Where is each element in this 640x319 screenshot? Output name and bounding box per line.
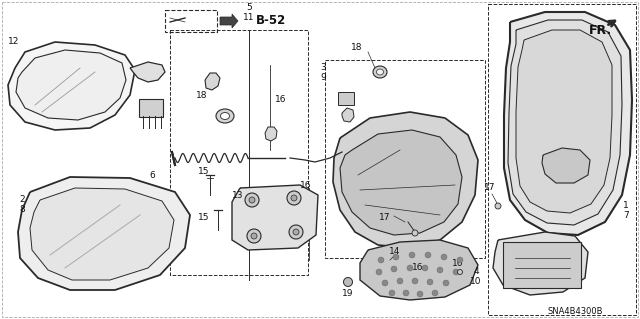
Ellipse shape bbox=[221, 113, 230, 120]
PathPatch shape bbox=[232, 185, 318, 250]
Text: 9: 9 bbox=[320, 73, 326, 83]
Text: 16: 16 bbox=[452, 258, 464, 268]
Circle shape bbox=[427, 279, 433, 285]
FancyBboxPatch shape bbox=[503, 242, 581, 288]
Text: 3: 3 bbox=[320, 63, 326, 72]
Circle shape bbox=[287, 191, 301, 205]
PathPatch shape bbox=[30, 188, 174, 280]
PathPatch shape bbox=[340, 130, 462, 235]
Text: 16: 16 bbox=[300, 181, 312, 189]
Circle shape bbox=[403, 290, 409, 296]
Circle shape bbox=[412, 278, 418, 284]
Text: 15: 15 bbox=[198, 167, 210, 176]
Circle shape bbox=[397, 278, 403, 284]
PathPatch shape bbox=[342, 108, 354, 122]
Circle shape bbox=[382, 280, 388, 286]
Ellipse shape bbox=[216, 109, 234, 123]
Circle shape bbox=[291, 195, 297, 201]
Circle shape bbox=[437, 267, 443, 273]
PathPatch shape bbox=[493, 232, 588, 295]
Text: 18: 18 bbox=[196, 91, 208, 100]
Circle shape bbox=[247, 229, 261, 243]
Circle shape bbox=[425, 252, 431, 258]
Circle shape bbox=[249, 197, 255, 203]
Text: 1: 1 bbox=[623, 201, 629, 210]
Text: 7: 7 bbox=[623, 211, 629, 219]
Circle shape bbox=[289, 225, 303, 239]
PathPatch shape bbox=[542, 148, 590, 183]
Text: 10: 10 bbox=[470, 278, 482, 286]
Circle shape bbox=[443, 280, 449, 286]
Text: 13: 13 bbox=[232, 190, 244, 199]
Ellipse shape bbox=[376, 69, 383, 75]
PathPatch shape bbox=[16, 50, 126, 120]
Circle shape bbox=[389, 290, 395, 296]
PathPatch shape bbox=[504, 12, 632, 235]
Circle shape bbox=[441, 254, 447, 260]
FancyBboxPatch shape bbox=[139, 99, 163, 117]
Circle shape bbox=[422, 265, 428, 271]
Text: FR.: FR. bbox=[588, 24, 612, 36]
PathPatch shape bbox=[8, 42, 135, 130]
PathPatch shape bbox=[205, 73, 220, 90]
Ellipse shape bbox=[495, 203, 501, 209]
Circle shape bbox=[432, 290, 438, 296]
Ellipse shape bbox=[412, 230, 418, 236]
Ellipse shape bbox=[344, 278, 353, 286]
Circle shape bbox=[391, 266, 397, 272]
Ellipse shape bbox=[373, 66, 387, 78]
Circle shape bbox=[457, 257, 463, 263]
Text: 12: 12 bbox=[8, 38, 20, 47]
Circle shape bbox=[378, 257, 384, 263]
Text: 6: 6 bbox=[149, 170, 155, 180]
PathPatch shape bbox=[130, 62, 165, 82]
Text: 2: 2 bbox=[19, 196, 25, 204]
Text: 8: 8 bbox=[19, 205, 25, 214]
Circle shape bbox=[245, 193, 259, 207]
Text: B-52: B-52 bbox=[256, 14, 286, 27]
Text: 14: 14 bbox=[389, 248, 401, 256]
Circle shape bbox=[453, 269, 459, 275]
Text: 16: 16 bbox=[412, 263, 424, 272]
Circle shape bbox=[293, 229, 299, 235]
Text: 17: 17 bbox=[380, 213, 391, 222]
PathPatch shape bbox=[360, 240, 478, 300]
Text: 4: 4 bbox=[473, 268, 479, 277]
Ellipse shape bbox=[458, 270, 463, 275]
Circle shape bbox=[376, 269, 382, 275]
Circle shape bbox=[251, 233, 257, 239]
Text: 17: 17 bbox=[484, 183, 496, 192]
Text: 16: 16 bbox=[275, 95, 287, 105]
PathPatch shape bbox=[508, 20, 622, 225]
PathPatch shape bbox=[220, 14, 238, 28]
Text: 11: 11 bbox=[243, 12, 255, 21]
Circle shape bbox=[393, 254, 399, 260]
Text: SNA4B4300B: SNA4B4300B bbox=[547, 307, 603, 315]
Circle shape bbox=[407, 265, 413, 271]
PathPatch shape bbox=[333, 112, 478, 248]
Text: 18: 18 bbox=[351, 42, 363, 51]
Text: 5: 5 bbox=[246, 4, 252, 12]
PathPatch shape bbox=[516, 30, 612, 213]
Text: 19: 19 bbox=[342, 288, 354, 298]
Text: 15: 15 bbox=[198, 212, 210, 221]
PathPatch shape bbox=[18, 177, 190, 290]
Circle shape bbox=[409, 252, 415, 258]
PathPatch shape bbox=[265, 127, 277, 141]
FancyBboxPatch shape bbox=[338, 92, 354, 105]
Circle shape bbox=[417, 291, 423, 297]
